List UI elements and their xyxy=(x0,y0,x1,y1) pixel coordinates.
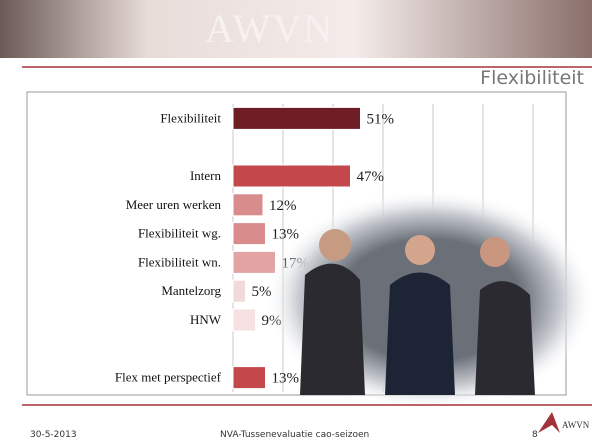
category-label: Mantelzorg xyxy=(161,283,221,298)
photo-figures xyxy=(300,229,535,395)
category-label: Flexibiliteit wg. xyxy=(138,226,221,241)
value-label: 13% xyxy=(272,227,300,243)
bar xyxy=(232,308,256,332)
footer-page: 8 xyxy=(532,430,538,440)
header-banner xyxy=(0,0,592,58)
value-label: 13% xyxy=(272,371,300,387)
footer-logo: AWVN xyxy=(562,420,590,430)
bar xyxy=(232,222,266,246)
value-label: 12% xyxy=(269,198,297,214)
category-label: Flexibiliteit xyxy=(160,110,221,125)
bar xyxy=(232,193,264,217)
category-label: Flex met perspectief xyxy=(115,370,222,385)
footer-date: 30-5-2013 xyxy=(30,430,77,440)
category-label: Meer uren werken xyxy=(126,197,222,212)
bar xyxy=(232,106,361,130)
value-label: 47% xyxy=(357,169,385,185)
slide-title: Flexibiliteit xyxy=(480,67,584,89)
category-label: Flexibiliteit wn. xyxy=(138,254,221,269)
logo-mark xyxy=(538,412,560,433)
category-label: Intern xyxy=(190,168,222,183)
value-label: 51% xyxy=(367,111,395,127)
bar xyxy=(232,366,266,390)
bar xyxy=(232,279,246,303)
header-brand: AWVN xyxy=(205,6,334,51)
category-label: HNW xyxy=(190,312,222,327)
footer-subject: NVA-Tussenevaluatie cao-seizoen xyxy=(220,430,369,440)
bar xyxy=(232,250,276,274)
bar xyxy=(232,164,351,188)
